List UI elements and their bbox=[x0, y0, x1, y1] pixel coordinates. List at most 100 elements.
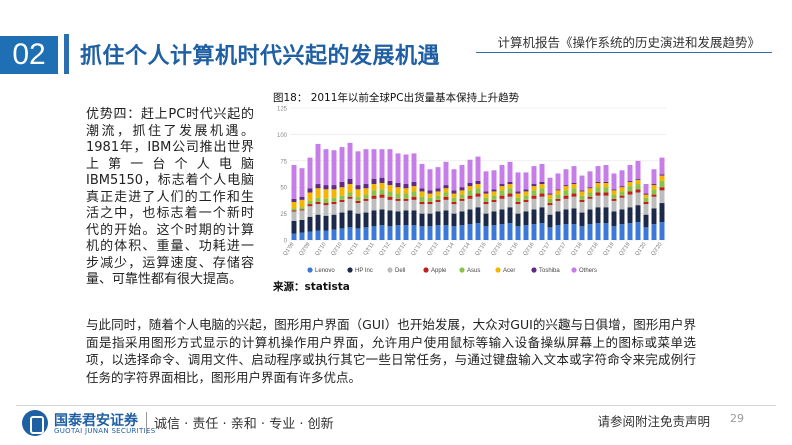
x-tick-label: Q1'13 bbox=[410, 242, 423, 257]
bar-segment bbox=[579, 226, 585, 240]
bar-segment bbox=[531, 224, 537, 240]
bar-segment bbox=[411, 191, 417, 197]
bar-segment bbox=[619, 191, 625, 196]
bar-segment bbox=[395, 211, 401, 226]
bar-segment bbox=[619, 224, 625, 240]
bar-segment bbox=[491, 170, 497, 190]
legend-swatch bbox=[571, 267, 577, 273]
bar-segment bbox=[635, 189, 641, 193]
bar-segment bbox=[451, 193, 457, 198]
bar-segment bbox=[659, 187, 665, 191]
bar-segment bbox=[555, 189, 561, 191]
bar-segment bbox=[475, 207, 481, 224]
bar-segment bbox=[619, 187, 625, 192]
y-tick-label: 25 bbox=[280, 212, 287, 218]
bar-segment bbox=[315, 201, 321, 205]
x-tick-label: Q1'15 bbox=[474, 242, 487, 257]
bar-segment bbox=[603, 182, 609, 188]
bar-segment bbox=[427, 213, 433, 227]
bar-segment bbox=[419, 226, 425, 240]
bar-segment bbox=[611, 190, 617, 195]
bar-segment bbox=[387, 180, 393, 186]
bar-segment bbox=[459, 190, 465, 195]
bar-segment bbox=[547, 205, 553, 215]
bar-segment bbox=[323, 198, 329, 204]
bar-segment bbox=[659, 180, 665, 188]
x-tick-label: Q1'16 bbox=[506, 242, 519, 257]
bar-segment bbox=[291, 211, 297, 221]
bar-segment bbox=[339, 212, 345, 229]
bar-segment bbox=[459, 165, 465, 188]
bar-segment bbox=[587, 188, 593, 193]
x-tick-label: Q3'16 bbox=[522, 242, 535, 257]
bar-segment bbox=[547, 214, 553, 228]
disclaimer-link[interactable]: 请参阅附注免责声明 bbox=[597, 414, 710, 429]
bar-segment bbox=[619, 209, 625, 225]
bar-segment bbox=[443, 185, 449, 189]
bar-segment bbox=[291, 210, 297, 212]
bar-segment bbox=[411, 181, 417, 187]
bar-segment bbox=[499, 190, 505, 196]
report-name: 计算机报告《操作系统的历史演进和发展趋势》 bbox=[497, 35, 760, 50]
bar-segment bbox=[523, 199, 529, 202]
bar-segment bbox=[379, 197, 385, 210]
x-tick-label: Q1'19 bbox=[602, 242, 615, 257]
bar-segment bbox=[571, 166, 577, 183]
bar-segment bbox=[579, 212, 585, 227]
bar-segment bbox=[315, 143, 321, 185]
bar-segment bbox=[587, 198, 593, 210]
bar-segment bbox=[563, 185, 569, 187]
bar-segment bbox=[643, 193, 649, 195]
bar-segment bbox=[651, 208, 657, 225]
bar-segment bbox=[355, 185, 361, 190]
bar-segment bbox=[515, 204, 521, 214]
bar-segment bbox=[531, 209, 537, 225]
bar-segment bbox=[363, 198, 369, 201]
bar-segment bbox=[627, 207, 633, 224]
bar-segment bbox=[451, 226, 457, 240]
bar-segment bbox=[403, 225, 409, 240]
bar-segment bbox=[475, 193, 481, 197]
pc-shipments-chart: 0 25 50 75 100 125 Q1'09 Q3'09 Q1'10 Q3'10 Q1'11 Q3… bbox=[268, 102, 672, 278]
bar-segment bbox=[611, 211, 617, 227]
bar-segment bbox=[291, 208, 297, 211]
bar-segment bbox=[571, 224, 577, 240]
bar-segment bbox=[379, 189, 385, 195]
bar-segment bbox=[307, 204, 313, 207]
bar-segment bbox=[475, 223, 481, 240]
bar-segment bbox=[339, 195, 345, 200]
bar-segment bbox=[523, 201, 529, 212]
bar-segment bbox=[483, 193, 489, 198]
bar-segment bbox=[579, 190, 585, 192]
bar-segment bbox=[371, 210, 377, 227]
bar-segment bbox=[323, 185, 329, 190]
bar-segment bbox=[395, 198, 401, 201]
company-name-en: GUOTAI JUNAN SECURITIES bbox=[54, 427, 156, 435]
bar-segment bbox=[643, 194, 649, 198]
bar-segment bbox=[331, 204, 337, 215]
bar-segment bbox=[459, 187, 465, 191]
bar-segment bbox=[659, 222, 665, 240]
bar-segment bbox=[603, 181, 609, 183]
bar-segment bbox=[619, 195, 625, 198]
bar-segment bbox=[595, 182, 601, 188]
bar-segment bbox=[635, 205, 641, 223]
bar-segment bbox=[579, 175, 585, 191]
bar-segment bbox=[443, 188, 449, 193]
bar-segment bbox=[643, 201, 649, 205]
bar-segment bbox=[531, 184, 537, 187]
bar-segment bbox=[347, 142, 353, 179]
bar-segment bbox=[419, 201, 425, 205]
bar-segment bbox=[627, 191, 633, 195]
bar-segment bbox=[515, 197, 521, 202]
bar-segment bbox=[323, 205, 329, 216]
bar-segment bbox=[379, 194, 385, 198]
bar-segment bbox=[411, 186, 417, 192]
bottom-paragraph: 与此同时，随着个人电脑的兴起，图形用户界面（GUI）也开始发展，大众对GUI的兴… bbox=[86, 317, 696, 385]
bar-segment bbox=[467, 195, 473, 199]
bar-segment bbox=[627, 165, 633, 181]
bar-segment bbox=[379, 149, 385, 178]
bar-segment bbox=[603, 223, 609, 240]
x-tick-label: Q3'09 bbox=[298, 242, 311, 257]
bar-segment bbox=[555, 211, 561, 226]
